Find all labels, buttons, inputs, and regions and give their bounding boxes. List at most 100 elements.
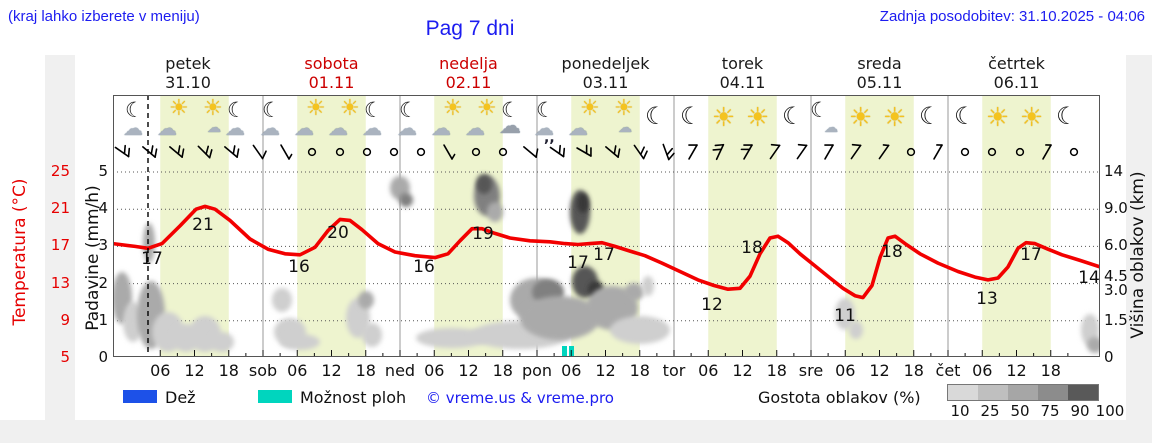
weather-icon: ☀ ☁ [568, 98, 606, 141]
wind-symbol [492, 141, 514, 163]
moon-icon: ☾ [680, 102, 702, 130]
sun-icon: ☀ [169, 96, 189, 121]
density-scale-value: 50 [1010, 402, 1030, 420]
density-scale-value: 100 [1095, 402, 1125, 420]
time-tick-label: sob [248, 361, 278, 380]
cloud-icon: ☁ [362, 116, 382, 140]
weather-icon: ☾ [1049, 99, 1085, 141]
weather-icon: ☀ ☁ [328, 96, 366, 141]
day-name: nedelja [439, 54, 498, 73]
wind-symbol [927, 141, 949, 163]
svg-text:11: 11 [834, 306, 856, 326]
wind-barb-icon [443, 144, 456, 160]
temp-tick-label: 13 [50, 273, 70, 292]
time-tick-label: pon [521, 361, 553, 380]
wind-barb-icon [142, 145, 158, 158]
svg-text:18: 18 [881, 242, 903, 262]
wind-barb-icon [252, 144, 267, 160]
weather-icon: ☾ ☁,, [534, 99, 572, 146]
wind-symbol [465, 141, 487, 163]
weather-icon: ☾ ☁ [123, 98, 161, 141]
time-tick-label: ned [384, 361, 416, 380]
weather-icon: ☾ ☁ [810, 99, 846, 141]
wind-barb-icon [169, 145, 185, 158]
time-tick-label: sre [798, 361, 824, 380]
precip-tick-label: 3 [98, 236, 108, 255]
sun-icon: ☀ [712, 103, 736, 133]
sun-icon: ☀ [746, 103, 770, 133]
day-date: 31.10 [165, 73, 211, 92]
temp-tick-label: 25 [50, 162, 70, 180]
wind-symbol [791, 141, 813, 163]
wind-symbol [573, 141, 595, 163]
weather-icon: ☀ ☁ [465, 96, 503, 141]
time-tick-label: 18 [629, 361, 650, 380]
day-name: četrtek [988, 54, 1045, 73]
density-scale-value: 10 [950, 402, 970, 420]
weather-icon: ☾ [947, 99, 983, 141]
day-name: sobota [304, 54, 359, 73]
wind-symbol [628, 141, 650, 163]
wind-barb-icon [197, 145, 213, 159]
svg-text:19: 19 [472, 224, 494, 244]
weather-icon: ☾ [775, 99, 811, 141]
time-tick-label: 18 [218, 361, 239, 380]
wind-barb-icon [878, 144, 889, 160]
cloud-icon: ☁ [397, 116, 417, 140]
wind-barb-icon [114, 144, 131, 158]
wind-barb-icon [796, 143, 808, 160]
sun-icon: ☀ [883, 103, 907, 133]
moon-icon: ☾ [810, 98, 829, 122]
meteogram-plot: 17 21 16 20 16 19 17 17 12 18 11 18 13 17 14 [113, 95, 1100, 357]
svg-text:13: 13 [976, 289, 998, 309]
cloud-height-tick-label: 4.5 [1104, 267, 1128, 285]
sun-icon: ☀ [306, 96, 326, 121]
cloud-icon: ☁ [260, 116, 280, 140]
wind-symbol [519, 141, 541, 163]
page-title: Pag 7 dni [425, 17, 515, 40]
wind-symbol [981, 141, 1003, 163]
day-name: petek [165, 54, 211, 73]
right-axis-strip [1126, 55, 1152, 420]
rain-drops-icon: ,, [544, 130, 555, 146]
wind-barb-icon [362, 147, 371, 157]
svg-text:16: 16 [288, 257, 310, 277]
sun-icon: ☀ [340, 96, 360, 121]
wind-symbol [818, 141, 840, 163]
day-date: 02.11 [445, 73, 492, 92]
last-update: Zadnja posodobitev: 31.10.2025 - 04:06 [879, 8, 1145, 25]
wind-symbol [383, 141, 405, 163]
moon-icon: ☾ [954, 102, 976, 130]
precip-tick-label: 4 [98, 199, 108, 218]
density-scale-segment [948, 385, 978, 400]
wind-barb-icon [688, 144, 698, 160]
weather-icon: ☾ ☁ [225, 99, 263, 141]
sun-icon: ☀ [477, 96, 497, 121]
wind-symbol [247, 141, 269, 163]
cloud-height-tick-label: 0 [1104, 348, 1114, 366]
wind-barb-icon [740, 144, 753, 160]
menu-hint: (kraj lahko izberete v meniju) [8, 8, 200, 25]
wind-barb-icon [633, 144, 648, 160]
svg-text:20: 20 [327, 223, 349, 243]
wind-symbol [601, 141, 623, 163]
time-tick-label: tor [662, 361, 686, 380]
wind-barb-icon [1015, 147, 1024, 157]
wind-barb-icon [549, 144, 566, 158]
wind-symbol [329, 141, 351, 163]
density-scale-segment [1068, 385, 1098, 400]
wind-barb-icon [389, 147, 399, 157]
showers-legend-swatch [258, 390, 292, 403]
time-tick-label: 18 [1040, 361, 1061, 380]
weather-icon: ☾ ☁ [499, 98, 537, 141]
moon-icon: ☾ [125, 98, 144, 122]
density-scale-value: 90 [1070, 402, 1090, 420]
time-tick-label: 18 [903, 361, 924, 380]
day-name: torek [721, 54, 764, 73]
wind-barb-icon [576, 144, 593, 157]
copyright-link[interactable]: © vreme.us & vreme.pro [426, 389, 614, 407]
moon-icon: ☾ [501, 98, 520, 122]
showers-legend-label: Možnost ploh [300, 388, 407, 407]
cloud-icon: ☁ [534, 116, 554, 140]
wind-barb-icon [308, 147, 317, 157]
